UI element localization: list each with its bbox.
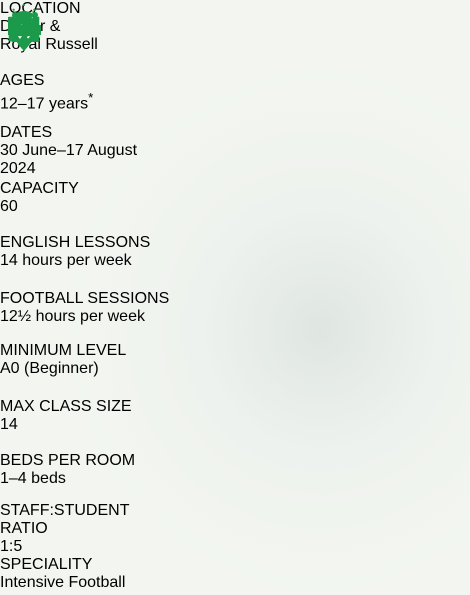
value-line: Intensive Football (0, 574, 126, 591)
info-row: LOCATIONDicker &Royal Russell (0, 0, 470, 72)
row-value: 12–17 years* (0, 90, 470, 113)
info-row: AGEAGES12–17 years* (0, 11, 470, 124)
info-row: CAPACITY 60 (0, 12, 470, 234)
row-value: 60 (0, 198, 470, 216)
row-label: ENGLISH LESSONS (0, 234, 151, 251)
value-line: 14 (0, 416, 18, 433)
row-label: AGES (0, 72, 45, 89)
value-line: 14 hours per week (0, 252, 132, 269)
row-value: Intensive Football (0, 574, 470, 592)
label-line: STAFF:STUDENT (0, 502, 130, 519)
row-label: BEDS PER ROOM (0, 452, 136, 469)
row-label: MAX CLASS SIZE (0, 398, 132, 415)
value-line: A0 (Beginner) (0, 360, 99, 377)
value-line: 1–4 beds (0, 470, 66, 487)
row-value: 12½ hours per week (0, 308, 470, 326)
row-value: Dicker &Royal Russell (0, 18, 470, 54)
footnote-mark: * (88, 90, 94, 105)
row-label: DATES (0, 124, 53, 141)
info-row: FOOTBALL SESSIONS 12½ hours per week (0, 11, 470, 342)
info-row: ENGLISH LESSONS 14 hours per week (0, 16, 470, 290)
value-line: 60 (0, 198, 18, 215)
info-row: DATES 30 June–17 August 2024 (0, 17, 470, 180)
row-value: 14 hours per week (0, 252, 470, 270)
row-icon (9, 19, 38, 35)
row-label: SPECIALITY (0, 556, 93, 573)
info-row: SPECIALITY Intensive Football (0, 3, 470, 595)
info-row: MINIMUM LEVEL A0 (Beginner) (0, 12, 470, 398)
value-line: 12–17 years (0, 95, 89, 113)
row-label: STAFF:STUDENT RATIO (0, 502, 470, 538)
value-line: 1:5 (0, 538, 23, 555)
value-line: 30 June–17 August (0, 142, 138, 159)
row-value: 1–4 beds (0, 470, 470, 488)
row-value: A0 (Beginner) (0, 360, 470, 378)
value-line: 2024 (0, 160, 36, 177)
row-label: CAPACITY (0, 180, 79, 197)
row-label: MINIMUM LEVEL (0, 342, 127, 359)
info-row: MAX CLASS SIZE 14 (0, 12, 470, 452)
row-label: LOCATION (0, 0, 81, 17)
row-value: 1:5 (0, 538, 470, 556)
info-row: STAFF:STUDENT RATIO 1:5 (0, 19, 470, 556)
row-value: 30 June–17 August 2024 (0, 142, 470, 178)
info-row: BEDS PER ROOM 1–4 beds (0, 17, 470, 502)
row-icon (9, 3, 39, 36)
row-label: FOOTBALL SESSIONS (0, 290, 170, 307)
label-line: RATIO (0, 520, 48, 537)
row-value: 14 (0, 416, 470, 434)
value-line: 12½ hours per week (0, 308, 145, 325)
